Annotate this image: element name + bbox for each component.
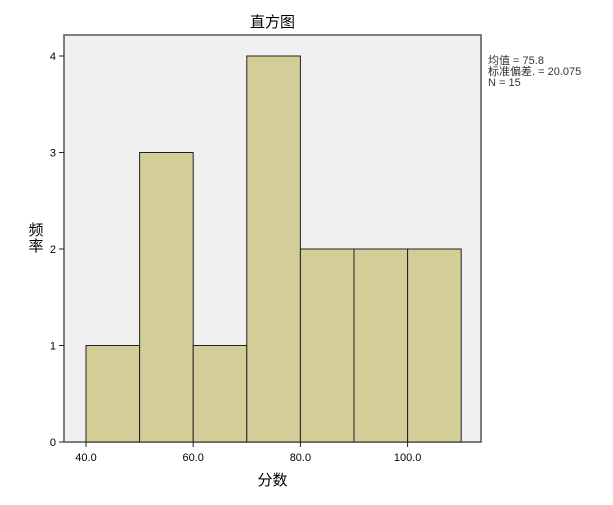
chart-title: 直方图 [250, 13, 295, 31]
histogram-bar [85, 345, 141, 443]
y-axis-label: 率 [28, 237, 43, 255]
y-tick-label: 4 [50, 51, 56, 63]
stat-mean: 均值 = 75.8 [488, 55, 544, 67]
x-tick-label: 40.0 [75, 452, 96, 464]
histogram-bar [192, 345, 248, 443]
x-tick-label: 60.0 [182, 452, 203, 464]
histogram-bar [299, 248, 355, 443]
y-tick-label: 0 [50, 437, 56, 449]
stats-legend: 均值 = 75.8 标准偏差. = 20.075 N = 15 [488, 56, 581, 89]
y-tick-label: 1 [50, 341, 56, 353]
stat-std: 标准偏差. = 20.075 [488, 66, 582, 78]
x-axis-label: 分数 [257, 471, 287, 489]
y-tick-label: 2 [50, 244, 56, 256]
stat-n: N = 15 [488, 77, 521, 89]
histogram-bar [139, 152, 194, 443]
histogram-bar [246, 55, 301, 443]
y-axis-label: 频 [28, 221, 43, 239]
histogram-bar [353, 248, 409, 443]
histogram-bar [407, 248, 462, 443]
y-tick-label: 3 [50, 148, 56, 160]
x-tick-label: 80.0 [290, 452, 311, 464]
x-tick-label: 100.0 [394, 452, 422, 464]
